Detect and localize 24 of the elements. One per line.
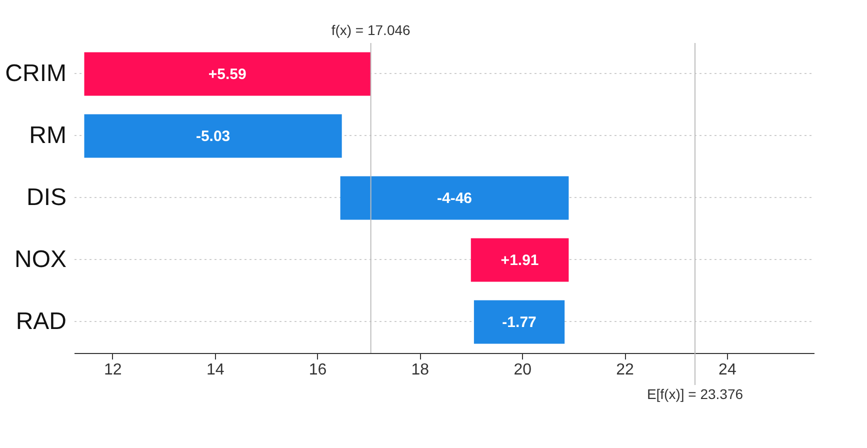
x-tick-label: 20 (514, 362, 532, 378)
y-tick-label: RM (29, 122, 66, 149)
data-label: -5.03 (196, 128, 230, 145)
x-tick-label: 14 (206, 362, 224, 378)
bar (84, 52, 371, 96)
bar (84, 114, 342, 158)
ref-line-label: E[f(x)] = 23.376 (646, 386, 744, 402)
ref-line-label: f(x) = 17.046 (331, 22, 411, 38)
x-tick-label: 12 (104, 362, 122, 378)
x-tick-label: 22 (616, 362, 634, 378)
x-tick-label: 24 (718, 362, 736, 378)
bar (470, 238, 569, 282)
y-tick-label: CRIM (5, 60, 66, 87)
y-tick-label: NOX (14, 246, 66, 273)
data-label: +1.91 (500, 252, 539, 269)
x-tick-label: 18 (411, 362, 430, 378)
data-label: -4-46 (436, 190, 472, 207)
bar (474, 300, 565, 344)
y-tick-label: DIS (26, 184, 66, 211)
x-tick-label: 16 (308, 362, 327, 378)
bar (340, 176, 569, 220)
data-label: +5.59 (208, 66, 246, 83)
data-label: -1.77 (502, 314, 536, 331)
y-tick-label: RAD (16, 308, 66, 335)
